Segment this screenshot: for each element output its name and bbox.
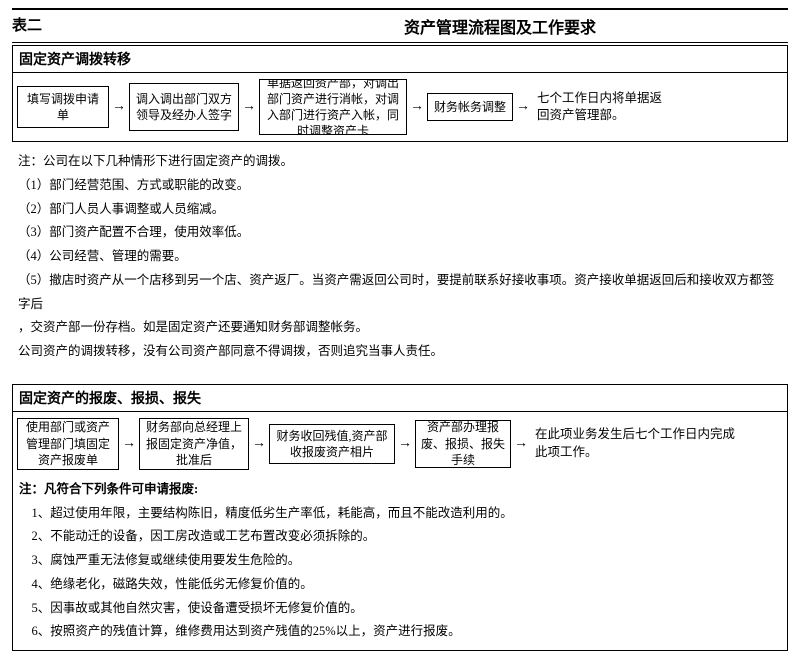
flow-box-3: 单据返回资产部，对调出部门资产进行消帐，对调入部门进行资产入帐，同时调整资产卡 bbox=[259, 79, 407, 135]
arrow-icon: → bbox=[241, 99, 257, 115]
page-header: 表二 资产管理流程图及工作要求 bbox=[12, 8, 788, 43]
flow-text-5: 在此项业务发生后七个工作日内完成此项工作。 bbox=[531, 424, 751, 463]
note-line: 6、按照资产的残值计算，维修费用达到资产残值的25%以上，资产进行报废。 bbox=[19, 620, 781, 644]
section1-notes: 注：公司在以下几种情形下进行固定资产的调拨。 （1）部门经营范围、方式或职能的改… bbox=[12, 146, 788, 370]
note-line: （4）公司经营、管理的需要。 bbox=[18, 245, 782, 269]
note-line: 公司资产的调拨转移，没有公司资产部同意不得调拨，否则追究当事人责任。 bbox=[18, 340, 782, 364]
arrow-icon: → bbox=[251, 436, 267, 452]
flow-box-3: 财务收回残值,资产部收报废资产相片 bbox=[269, 424, 395, 464]
note-line: （2）部门人员人事调整或人员缩减。 bbox=[18, 198, 782, 222]
arrow-icon: → bbox=[397, 436, 413, 452]
flow-box-1: 使用部门或资产管理部门填固定资产报废单 bbox=[17, 418, 119, 470]
note-line: 注：公司在以下几种情形下进行固定资产的调拨。 bbox=[18, 150, 782, 174]
note-line: 2、不能动迁的设备，因工房改造或工艺布置改变必须拆除的。 bbox=[19, 525, 781, 549]
note-line: 5、因事故或其他自然灾害，使设备遭受损坏无修复价值的。 bbox=[19, 597, 781, 621]
arrow-icon: → bbox=[121, 436, 137, 452]
flow-text-5: 七个工作日内将单据返回资产管理部。 bbox=[533, 88, 673, 127]
section-asset-transfer: 固定资产调拨转移 填写调拨申请单 → 调入调出部门双方领导及经办人签字 → 单据… bbox=[12, 45, 788, 142]
note-line: 1、超过使用年限，主要结构陈旧，精度低劣生产率低，耗能高，而且不能改造利用的。 bbox=[19, 502, 781, 526]
note-line: 3、腐蚀严重无法修复或继续使用要发生危险的。 bbox=[19, 549, 781, 573]
section2-flow: 使用部门或资产管理部门填固定资产报废单 → 财务部向总经理上报固定资产净值，批准… bbox=[13, 411, 787, 476]
section2-title: 固定资产的报废、报损、报失 bbox=[13, 385, 787, 411]
arrow-icon: → bbox=[409, 99, 425, 115]
section1-title: 固定资产调拨转移 bbox=[13, 46, 787, 73]
arrow-icon: → bbox=[513, 436, 529, 452]
note-line: （3）部门资产配置不合理，使用效率低。 bbox=[18, 221, 782, 245]
section1-flow: 填写调拨申请单 → 调入调出部门双方领导及经办人签字 → 单据返回资产部，对调出… bbox=[13, 73, 787, 141]
arrow-icon: → bbox=[111, 99, 127, 115]
flow-box-1: 填写调拨申请单 bbox=[17, 86, 109, 128]
note-line: （1）部门经营范围、方式或职能的改变。 bbox=[18, 174, 782, 198]
flow-box-4: 财务帐务调整 bbox=[427, 93, 513, 121]
section-asset-scrap: 固定资产的报废、报损、报失 使用部门或资产管理部门填固定资产报废单 → 财务部向… bbox=[12, 384, 788, 651]
note-line: 注：凡符合下列条件可申请报废: bbox=[19, 478, 781, 502]
flow-box-2: 调入调出部门双方领导及经办人签字 bbox=[129, 83, 239, 131]
note-line: （5）撤店时资产从一个店移到另一个店、资产返厂。当资产需返回公司时，要提前联系好… bbox=[18, 269, 782, 317]
table-label: 表二 bbox=[12, 14, 172, 38]
flow-box-4: 资产部办理报废、报损、报失手续 bbox=[415, 420, 511, 468]
page-title: 资产管理流程图及工作要求 bbox=[172, 14, 788, 38]
note-line: ，交资产部一份存档。如是固定资产还要通知财务部调整帐务。 bbox=[18, 316, 782, 340]
flow-box-2: 财务部向总经理上报固定资产净值，批准后 bbox=[139, 418, 249, 470]
section2-notes: 注：凡符合下列条件可申请报废: 1、超过使用年限，主要结构陈旧，精度低劣生产率低… bbox=[13, 476, 787, 650]
note-line: 4、绝缘老化，磁路失效，性能低劣无修复价值的。 bbox=[19, 573, 781, 597]
arrow-icon: → bbox=[515, 99, 531, 115]
